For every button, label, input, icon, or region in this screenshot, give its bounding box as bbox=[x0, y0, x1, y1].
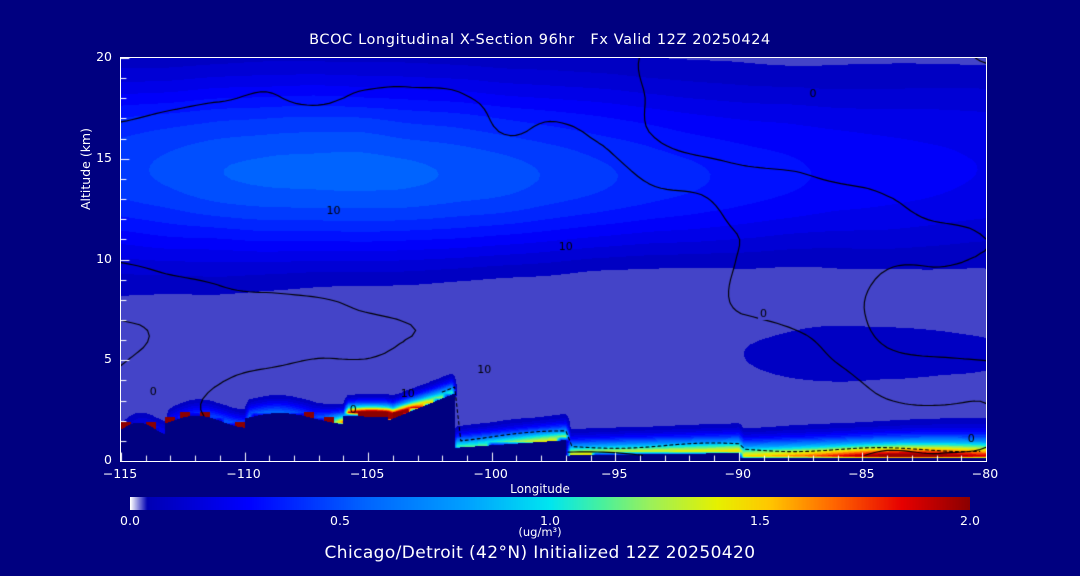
colorbar bbox=[130, 497, 970, 510]
y-axis-title: Altitude (km) bbox=[78, 128, 93, 210]
cross-section-heatmap bbox=[121, 58, 986, 461]
x-axis-title: Longitude bbox=[510, 482, 570, 496]
colorbar-tick-label: 1.0 bbox=[540, 513, 560, 528]
x-tick-label: −115 bbox=[102, 466, 138, 481]
colorbar-tick-label: 0.0 bbox=[120, 513, 140, 528]
y-tick-label: 0 bbox=[104, 452, 112, 467]
colorbar-tick-label: 1.5 bbox=[750, 513, 770, 528]
footer-caption: Chicago/Detroit (42°N) Initialized 12Z 2… bbox=[324, 543, 756, 563]
x-tick-label: −105 bbox=[349, 466, 385, 481]
y-tick-label: 15 bbox=[96, 149, 112, 165]
x-tick-label: −90 bbox=[724, 466, 752, 481]
colorbar-units-label: (ug/m³) bbox=[518, 525, 562, 539]
x-tick-label: −85 bbox=[848, 466, 875, 481]
x-tick-label: −80 bbox=[971, 466, 999, 481]
x-tick-label: −95 bbox=[601, 466, 628, 481]
colorbar-tick-label: 2.0 bbox=[960, 513, 980, 528]
colorbar-gradient bbox=[130, 497, 970, 510]
y-tick-label: 20 bbox=[96, 49, 112, 64]
y-tick-label: 5 bbox=[104, 351, 112, 367]
page-title: BCOC Longitudinal X-Section 96hr Fx Vali… bbox=[309, 32, 771, 48]
colorbar-tick-label: 0.5 bbox=[330, 513, 350, 528]
plot-area bbox=[120, 57, 987, 462]
x-tick-label: −100 bbox=[473, 466, 508, 481]
x-tick-label: −110 bbox=[226, 466, 261, 481]
y-tick-label: 10 bbox=[96, 250, 112, 266]
